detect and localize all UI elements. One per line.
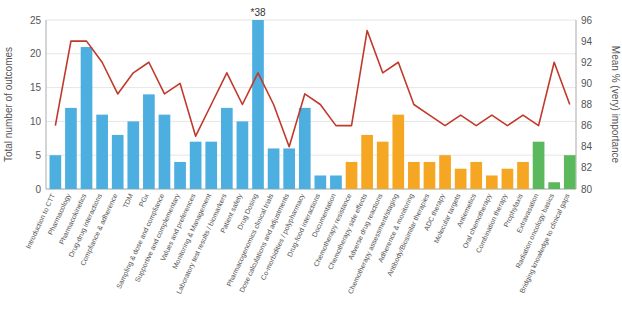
bar <box>190 142 202 189</box>
tick-label: 25 <box>30 15 42 26</box>
grid-line <box>46 87 576 88</box>
bar <box>127 121 139 189</box>
tick-label: 82 <box>581 162 593 173</box>
grid-line <box>46 53 576 54</box>
bar <box>408 162 420 189</box>
tick-label: 94 <box>581 36 593 47</box>
y-axis-label: Total number of outcomes <box>3 47 14 162</box>
bar <box>392 115 404 189</box>
bar <box>502 169 514 189</box>
bar <box>237 121 249 189</box>
bar <box>439 155 451 189</box>
y2-axis <box>576 20 577 189</box>
bar <box>205 142 217 189</box>
bar <box>361 135 373 189</box>
bar <box>299 108 311 189</box>
tick-label: 88 <box>581 99 593 110</box>
grid-line <box>46 155 576 156</box>
bar <box>548 182 560 189</box>
line <box>55 31 569 147</box>
y-axis <box>46 20 47 189</box>
bar <box>143 94 155 189</box>
tick-label: 80 <box>581 184 593 195</box>
tick-label: 86 <box>581 120 593 131</box>
tick-label: 5 <box>35 150 41 161</box>
bar <box>96 115 108 189</box>
bar <box>517 162 529 189</box>
category-label: Laboratory test results / biomarkers <box>175 192 229 295</box>
annotation: *38 <box>250 7 265 18</box>
bar <box>81 47 93 189</box>
bar <box>50 155 62 189</box>
bar <box>221 108 233 189</box>
tick-label: 96 <box>581 15 593 26</box>
chart: 0510152025808284868890929496Introduction… <box>0 0 622 311</box>
tick-label: 0 <box>35 184 41 195</box>
bar <box>346 162 358 189</box>
bar <box>174 162 186 189</box>
bar <box>330 175 342 189</box>
tick-label: 92 <box>581 57 593 68</box>
bar <box>470 162 482 189</box>
category-label: PGx <box>138 192 150 208</box>
tick-label: 90 <box>581 78 593 89</box>
category-label: Bridging knowledge to clinical gaps <box>518 192 572 295</box>
category-label: Compliance & adherence <box>79 192 120 267</box>
bar <box>315 175 327 189</box>
y2-axis-label: Mean % (very) importance <box>610 46 621 164</box>
grid-line <box>46 121 576 122</box>
bar <box>377 142 389 189</box>
bar <box>112 135 124 189</box>
tick-label: 15 <box>30 82 42 93</box>
tick-label: 10 <box>30 116 42 127</box>
tick-label: 84 <box>581 141 593 152</box>
bar <box>424 162 436 189</box>
bar <box>252 20 264 189</box>
grid-line <box>46 20 576 21</box>
bar <box>455 169 467 189</box>
category-label: Antibody/Biosimilar therapies <box>386 192 432 278</box>
category-label: TDM <box>121 192 134 209</box>
tick-label: 20 <box>30 48 42 59</box>
bar <box>564 155 576 189</box>
bar <box>486 175 498 189</box>
bar <box>65 108 77 189</box>
bar <box>533 142 545 189</box>
plot-area <box>50 20 576 189</box>
bar <box>283 148 295 189</box>
bar <box>159 115 171 189</box>
bar <box>268 148 280 189</box>
